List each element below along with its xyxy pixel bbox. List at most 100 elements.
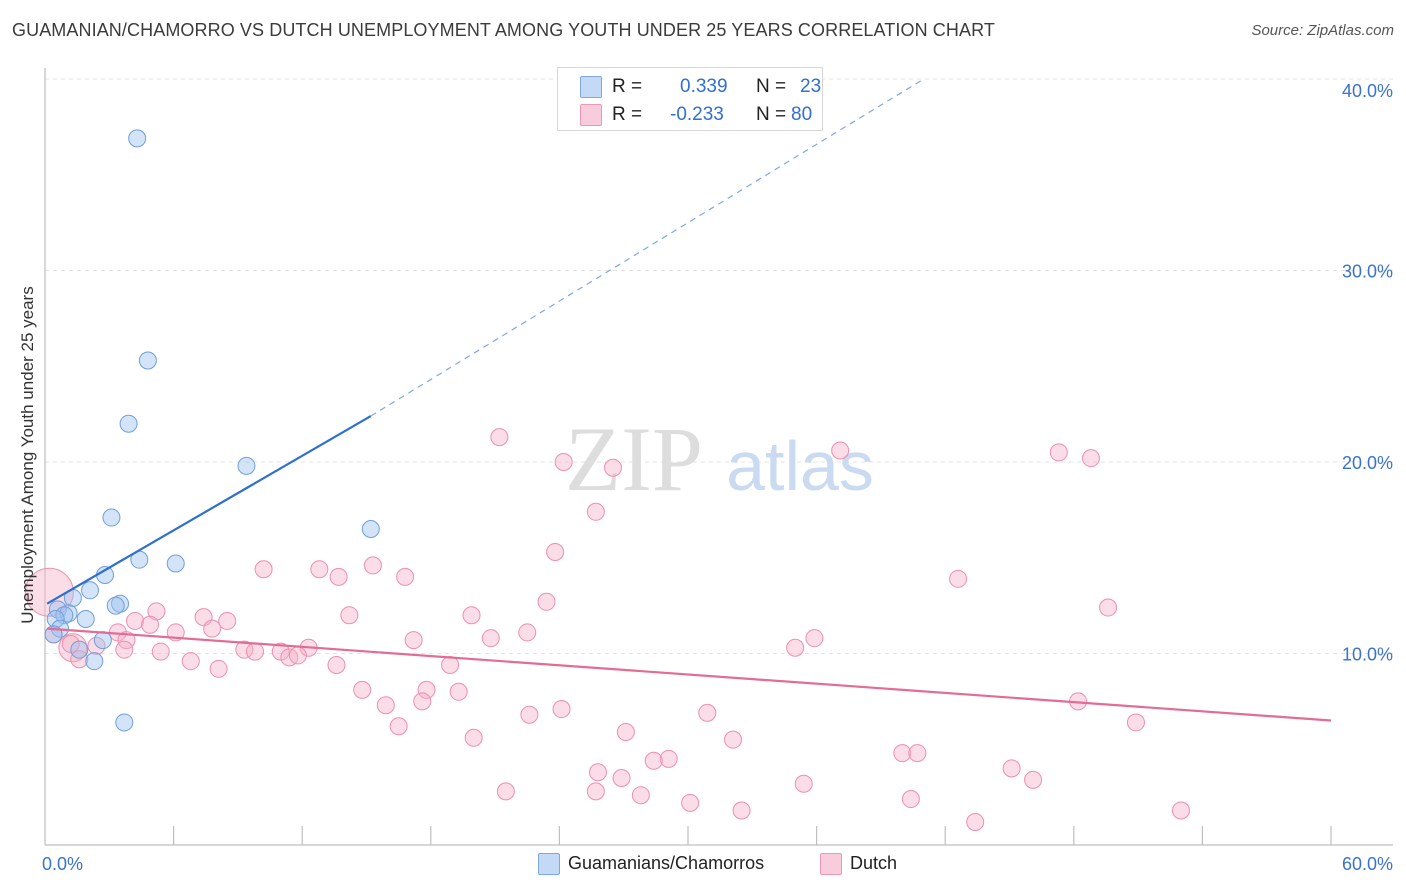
point-dutch [490, 428, 509, 447]
source-label: Source: ZipAtlas.com [1251, 22, 1394, 39]
point-dutch [537, 592, 556, 611]
point-dutch [376, 696, 395, 715]
point-dutch [1024, 770, 1043, 789]
point-dutch [496, 782, 515, 801]
y-tick-label-10: 10.0% [1342, 645, 1393, 665]
point-dutch [794, 774, 813, 793]
point-dutch [417, 680, 436, 699]
point-dutch [462, 606, 481, 625]
y-tick-label-40: 40.0% [1342, 81, 1393, 101]
series-label-dutch: Dutch [850, 853, 898, 873]
point-dutch [588, 763, 607, 782]
point-guamanian [119, 414, 138, 433]
point-guamanian [138, 351, 157, 370]
legend-n-label: N = [756, 76, 787, 97]
axes [44, 68, 1393, 846]
point-dutch [724, 730, 743, 749]
point-guamanian [81, 581, 100, 600]
point-dutch [396, 567, 415, 586]
point-dutch [831, 441, 850, 460]
point-dutch [1171, 801, 1190, 820]
point-dutch [681, 793, 700, 812]
watermark: ZIP atlas [565, 408, 874, 510]
point-dutch [209, 659, 228, 678]
legend-n-value-dutch: 80 [791, 104, 813, 125]
point-guamanian [70, 640, 89, 659]
point-dutch [404, 631, 423, 650]
point-dutch [481, 629, 500, 648]
point-dutch [271, 642, 290, 661]
correlation-legend: R = 0.339 N = 23 R = -0.233 N = 80 [557, 67, 823, 131]
data-points [24, 129, 1190, 832]
watermark-atlas: atlas [726, 427, 874, 505]
point-guamanian [106, 596, 125, 615]
point-dutch [288, 646, 307, 665]
point-dutch [218, 611, 237, 630]
point-dutch [115, 640, 134, 659]
point-dutch [126, 611, 145, 630]
point-guamanian [115, 713, 134, 732]
chart-title: GUAMANIAN/CHAMORRO VS DUTCH UNEMPLOYMENT… [12, 20, 995, 40]
point-dutch [254, 560, 273, 579]
point-dutch [586, 502, 605, 521]
point-dutch [151, 642, 170, 661]
point-dutch [1049, 443, 1068, 462]
point-guamanian [55, 606, 74, 625]
point-dutch [554, 453, 573, 471]
point-dutch [464, 728, 483, 747]
x-tick-label-max: 60.0% [1342, 854, 1393, 874]
point-dutch [363, 556, 382, 575]
legend-r-label: R = [612, 104, 643, 125]
point-guamanian [76, 610, 95, 629]
point-dutch [413, 692, 432, 711]
legend-r-value-guamanian: 0.339 [680, 76, 728, 97]
point-dutch [203, 619, 222, 638]
point-dutch [340, 606, 359, 625]
point-dutch [1099, 598, 1118, 617]
watermark-zip: ZIP [565, 408, 703, 510]
point-dutch [246, 642, 265, 661]
legend-r-value-dutch: -0.233 [670, 104, 724, 125]
point-dutch [966, 813, 985, 832]
point-dutch [141, 615, 160, 634]
point-guamanian [102, 508, 121, 527]
point-dutch [520, 705, 539, 724]
point-dutch [786, 638, 805, 657]
trend-line-guamanian-extension [370, 78, 925, 417]
point-dutch [893, 744, 912, 763]
point-dutch [631, 786, 650, 805]
point-dutch [61, 634, 80, 653]
series-swatch-guamanian [538, 853, 560, 875]
point-dutch [310, 560, 329, 579]
point-dutch [518, 623, 537, 642]
point-guamanian [93, 631, 112, 650]
series-label-guamanian: Guamanians/Chamorros [568, 853, 765, 873]
point-dutch [441, 655, 460, 674]
y-axis-label: Unemployment Among Youth under 25 years [18, 286, 37, 624]
point-guamanian [166, 554, 185, 573]
point-dutch [586, 782, 605, 801]
point-guamanian [128, 129, 147, 148]
legend-n-value-guamanian: 23 [800, 76, 822, 97]
legend-r-label: R = [612, 76, 643, 97]
series-swatch-dutch [820, 853, 842, 875]
point-dutch [908, 744, 927, 763]
point-dutch [1002, 759, 1021, 778]
point-guamanian [361, 520, 380, 539]
x-tick-label-min: 0.0% [42, 854, 83, 874]
cluster-point-dutch [24, 567, 74, 617]
point-dutch [546, 543, 565, 562]
legend-swatch-guamanian [580, 76, 602, 98]
point-dutch [389, 717, 408, 736]
point-dutch [329, 567, 348, 586]
point-dutch [644, 751, 663, 770]
y-tick-label-30: 30.0% [1342, 262, 1393, 282]
trend-line-dutch [47, 627, 1332, 722]
point-dutch [732, 801, 751, 820]
tick-labels: 10.0% 20.0% 30.0% 40.0% 0.0% 60.0% [42, 81, 1393, 874]
point-dutch [552, 700, 571, 719]
point-dutch [327, 655, 346, 674]
y-tick-label-20: 20.0% [1342, 453, 1393, 473]
point-dutch [603, 458, 622, 477]
